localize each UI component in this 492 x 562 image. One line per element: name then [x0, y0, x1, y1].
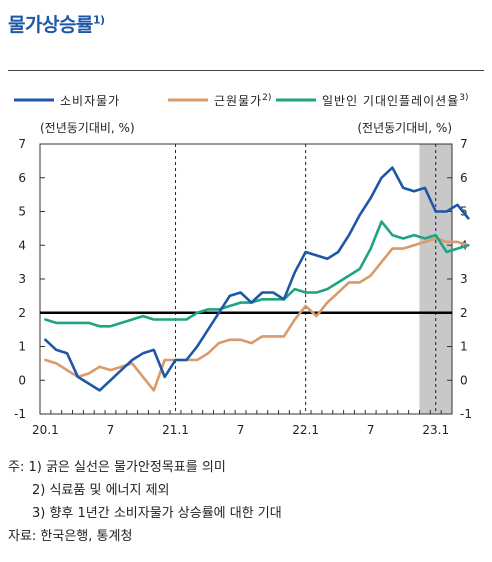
legend-label-2: 일반인 기대인플레이션율3): [322, 93, 469, 108]
footnotes: 주: 1) 굵은 실선은 물가안정목표를 의미 2) 식료품 및 에너지 제외 …: [8, 456, 282, 548]
x-tick-label: 7: [107, 423, 115, 437]
y-tick-label-right: 0: [460, 373, 468, 387]
series-line-1: [44, 237, 470, 392]
title-divider: [8, 70, 484, 71]
y-tick-label-right: 2: [460, 306, 468, 320]
plot-frame: [39, 143, 453, 415]
series-line-2: [44, 220, 470, 328]
y-tick-label-left: 6: [18, 171, 26, 185]
chart-title-text: 물가상승률: [8, 14, 93, 36]
x-tick-label: 7: [367, 423, 375, 437]
x-tick-label: 22.1: [292, 423, 319, 437]
x-tick-label: 20.1: [32, 423, 59, 437]
x-tick-label: 7: [237, 423, 245, 437]
y-tick-label-right: 1: [460, 340, 468, 354]
y-tick-label-right: 6: [460, 171, 468, 185]
y-tick-label-left: 3: [18, 272, 26, 286]
series-line-0: [44, 166, 470, 392]
y-tick-label-left: 0: [18, 373, 26, 387]
x-tick-label: 21.1: [162, 423, 189, 437]
y-axis-label-left: (전년동기대비, %): [40, 121, 135, 135]
y-tick-label-left: 4: [18, 238, 26, 252]
chart-title-footnote-mark: 1): [92, 13, 105, 27]
legend-footnote-mark-2: 3): [459, 93, 468, 103]
footnote-2: 2) 식료품 및 에너지 제외: [32, 483, 170, 498]
x-tick-label: 23.1: [422, 423, 449, 437]
y-tick-label-left: 7: [18, 137, 26, 151]
footnote-1: 주: 1) 굵은 실선은 물가안정목표를 의미: [8, 460, 226, 475]
footnote-3: 3) 향후 1년간 소비자물가 상승률에 대한 기대: [32, 506, 282, 521]
source-note: 자료: 한국은행, 통계청: [8, 529, 133, 544]
y-tick-label-left: 2: [18, 306, 26, 320]
y-tick-label-right: 7: [460, 137, 468, 151]
y-tick-label-right: -1: [460, 407, 472, 421]
y-tick-label-left: 5: [18, 205, 26, 219]
y-tick-label-left: -1: [14, 407, 26, 421]
legend-footnote-mark-1: 2): [262, 93, 271, 103]
chart-title: 물가상승률1): [8, 10, 105, 37]
y-axis-label-right: (전년동기대비, %): [357, 121, 452, 135]
line-chart: -1 -10 01 12 23 34 45 56 67 720.1 7 21.1 7 22.1 7 23.1(…: [14, 93, 472, 437]
legend-label-0: 소비자물가: [60, 94, 120, 108]
y-tick-label-right: 3: [460, 272, 468, 286]
y-tick-label-left: 1: [18, 340, 26, 354]
legend-label-1: 근원물가2): [214, 93, 271, 108]
